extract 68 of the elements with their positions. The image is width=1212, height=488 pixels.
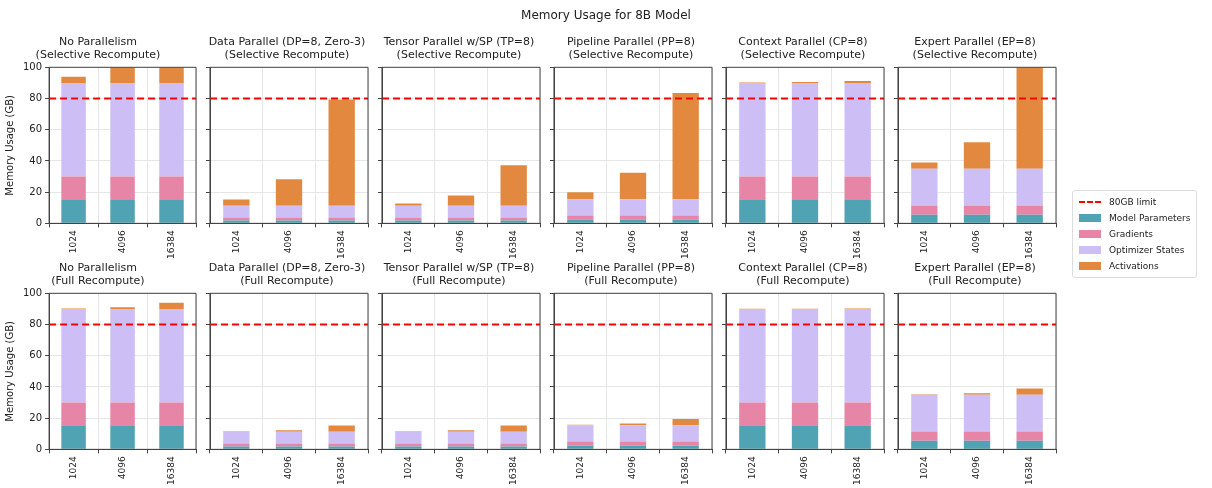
x-tick-label: 16384 [508, 230, 519, 260]
chart-title: Tensor Parallel w/SP (TP=8) (Selective Recompute) [382, 35, 535, 61]
y-tick-label: 60 [29, 123, 43, 135]
chart-title: No Parallelism (Selective Recompute) [35, 35, 161, 61]
x-tick-label: 4096 [971, 456, 982, 480]
y-tick-label: 100 [22, 60, 43, 72]
chart-title: Tensor Parallel w/SP (TP=8) (Full Recompute) [382, 261, 535, 287]
x-tick-label: 4096 [116, 230, 127, 254]
y-tick-label: 80 [29, 318, 43, 330]
x-tick-label: 1024 [574, 456, 585, 480]
x-tick-label: 4096 [283, 230, 294, 254]
x-tick-label: 4096 [455, 230, 466, 254]
x-tick-label: 16384 [680, 230, 691, 260]
x-tick-label: 4096 [799, 230, 810, 254]
y-tick-label: 40 [29, 154, 43, 166]
y-tick-label: 60 [29, 349, 43, 361]
chart-title: Expert Parallel (EP=8) (Full Recompute) [914, 261, 1036, 287]
x-tick-label: 1024 [402, 230, 413, 254]
y-tick-label: 100 [22, 286, 43, 298]
x-tick-label: 4096 [116, 456, 127, 480]
chart-title: Pipeline Parallel (PP=8) (Selective Recompute) [566, 35, 696, 61]
text: Memory Usage for 8B Model [520, 8, 692, 22]
legend-label: Optimizer States [1109, 245, 1185, 255]
x-tick-label: 16384 [165, 456, 176, 486]
x-tick-label: 1024 [746, 456, 757, 480]
x-tick-label: 4096 [971, 230, 982, 254]
x-tick-label: 16384 [1024, 230, 1035, 260]
chart-title: No Parallelism (Full Recompute) [51, 261, 145, 287]
x-tick-label: 16384 [852, 456, 863, 486]
chart-title: Data Parallel (DP=8, Zero-3) (Selective Recompute) [208, 35, 366, 61]
legend-label: 80GB limit [1109, 197, 1157, 207]
y-axis-title: Memory Usage (GB) [3, 320, 15, 422]
x-tick-label: 4096 [455, 456, 466, 480]
x-tick-label: 1024 [918, 230, 929, 254]
x-tick-label: 4096 [799, 456, 810, 480]
x-tick-label: 4096 [627, 456, 638, 480]
y-tick-label: 0 [35, 442, 43, 454]
x-tick-label: 4096 [627, 230, 638, 254]
x-tick-label: 1024 [230, 456, 241, 480]
x-tick-label: 1024 [918, 456, 929, 480]
x-tick-label: 16384 [165, 230, 176, 260]
y-tick-label: 80 [29, 92, 43, 104]
x-tick-label: 1024 [402, 456, 413, 480]
chart-title: Expert Parallel (EP=8) (Selective Recompute) [912, 35, 1038, 61]
legend-label: Gradients [1109, 229, 1153, 239]
y-tick-label: 40 [29, 380, 43, 392]
x-tick-label: 1024 [746, 230, 757, 254]
x-tick-label: 16384 [336, 230, 347, 260]
legend-label: Model Parameters [1109, 213, 1191, 223]
chart-title: Context Parallel (CP=8) (Full Recompute) [738, 261, 868, 287]
y-axis-title: Memory Usage (GB) [3, 94, 15, 196]
x-tick-label: 16384 [1024, 456, 1035, 486]
x-tick-label: 1024 [67, 230, 78, 254]
chart-title: Data Parallel (DP=8, Zero-3) (Full Recompute) [208, 261, 366, 287]
x-tick-label: 1024 [67, 456, 78, 480]
x-tick-label: 16384 [680, 456, 691, 486]
x-tick-label: 16384 [852, 230, 863, 260]
y-tick-label: 20 [29, 411, 43, 423]
chart-title: Context Parallel (CP=8) (Selective Recompute) [738, 35, 868, 61]
y-tick-label: 20 [29, 185, 43, 197]
x-tick-label: 16384 [336, 456, 347, 486]
y-tick-label: 0 [35, 216, 43, 228]
chart-title: Pipeline Parallel (PP=8) (Full Recompute) [566, 261, 696, 287]
x-tick-label: 4096 [283, 456, 294, 480]
x-tick-label: 1024 [574, 230, 585, 254]
legend-label: Activations [1109, 261, 1159, 271]
x-tick-label: 1024 [230, 230, 241, 254]
x-tick-label: 16384 [508, 456, 519, 486]
